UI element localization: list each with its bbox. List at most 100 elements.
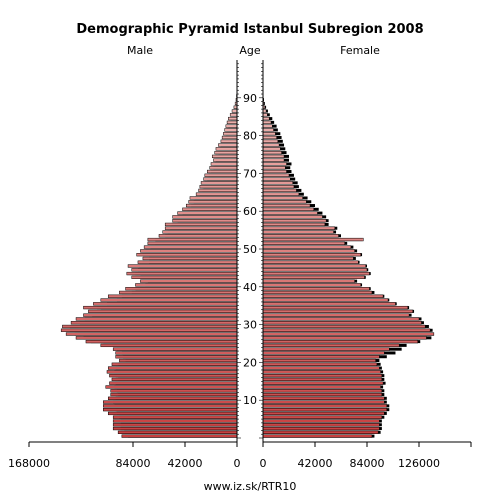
male-bar — [107, 294, 238, 298]
female-bar — [262, 328, 431, 332]
male-bar — [220, 139, 238, 143]
female-bar — [262, 377, 383, 382]
female-bar — [262, 249, 355, 253]
female-bar — [262, 222, 326, 227]
female-bar — [262, 116, 270, 121]
male-bar — [111, 362, 238, 366]
female-bar — [262, 196, 303, 200]
male-bar — [226, 120, 238, 125]
female-bar — [262, 177, 291, 181]
female-bar — [262, 143, 280, 147]
female-bar — [262, 271, 370, 276]
male-bar — [62, 324, 238, 329]
female-bar — [262, 404, 388, 408]
female-bar — [262, 317, 420, 321]
male-bar — [107, 396, 238, 400]
age-axis: 20 30 40 50 60 70 80 90 10 — [237, 63, 263, 439]
male-bar — [221, 135, 238, 140]
female-bar — [262, 396, 385, 400]
male-bar — [143, 245, 238, 249]
female-bar — [262, 408, 388, 412]
male-bar — [125, 287, 238, 291]
female-bar — [262, 400, 385, 404]
male-bar — [131, 275, 238, 279]
male-bar — [137, 260, 238, 264]
male-bar — [60, 328, 238, 332]
age-tick-label: 40 — [243, 281, 257, 294]
male-bar — [112, 419, 238, 423]
age-tick-label: 30 — [243, 319, 257, 332]
male-bar — [100, 343, 238, 348]
female-bar — [262, 158, 285, 162]
female-bar — [262, 324, 426, 329]
female-bar — [262, 162, 287, 166]
male-bar — [131, 268, 238, 272]
male-bar — [164, 222, 238, 227]
male-bar — [136, 253, 238, 257]
male-bar — [83, 313, 238, 317]
female-bar — [262, 347, 390, 351]
male-bar — [204, 173, 238, 177]
female-bar — [262, 234, 339, 238]
male-bar — [109, 373, 238, 378]
female-bar — [262, 128, 274, 132]
male-bar — [112, 426, 238, 431]
female-bar — [262, 294, 384, 298]
female-bar — [262, 181, 293, 185]
footer-url: www.iz.sk/RTR10 — [204, 480, 297, 493]
female-bar — [262, 154, 285, 159]
male-bar — [107, 411, 238, 416]
male-bar — [75, 317, 238, 321]
female-bar — [262, 373, 383, 378]
female-bar — [262, 188, 297, 193]
male-bar — [225, 124, 238, 128]
male-bar — [112, 415, 238, 419]
female-bar — [262, 298, 389, 302]
male-bar — [140, 249, 238, 253]
female-bar — [262, 305, 409, 310]
female-bar — [262, 230, 334, 234]
female-bar — [262, 426, 380, 431]
male-bar — [127, 264, 238, 268]
male-bar — [75, 336, 238, 340]
female-bar — [262, 184, 295, 189]
female-tick-label: 42000 — [298, 457, 333, 470]
male-bar — [119, 290, 238, 295]
male-bar — [65, 332, 238, 336]
age-tick-label: 60 — [243, 205, 257, 218]
male-bar — [229, 113, 238, 117]
female-bar — [262, 124, 273, 128]
male-bar — [85, 339, 238, 344]
female-bar — [262, 287, 370, 291]
female-bar — [262, 339, 419, 344]
male-bar — [207, 169, 238, 174]
female-bar — [262, 211, 318, 215]
female-bar — [262, 275, 365, 279]
male-bar — [140, 279, 238, 283]
male-bar — [100, 298, 238, 302]
female-bar — [262, 351, 385, 355]
male-bar — [185, 203, 238, 208]
male-bar — [111, 377, 238, 382]
female-bar — [262, 283, 362, 287]
male-bar — [231, 109, 238, 113]
female-bar — [262, 389, 383, 393]
male-bar — [215, 147, 238, 151]
male-tick-label: 42000 — [168, 457, 203, 470]
male-bar — [106, 370, 238, 374]
male-bar — [189, 196, 238, 200]
female-bar — [262, 290, 373, 295]
female-bar — [262, 139, 279, 143]
male-bar — [228, 116, 238, 121]
male-bar — [210, 162, 238, 166]
male-bar — [147, 241, 238, 245]
female-bar — [262, 173, 290, 177]
female-bar — [262, 245, 352, 249]
female-bar — [262, 226, 336, 230]
male-bar — [115, 355, 238, 359]
value-axis: 168000 84000 42000 0 0 42000 84000 126000 — [8, 442, 472, 470]
male-bar — [110, 389, 238, 393]
male-bar — [182, 207, 238, 211]
male-bar — [147, 237, 238, 242]
